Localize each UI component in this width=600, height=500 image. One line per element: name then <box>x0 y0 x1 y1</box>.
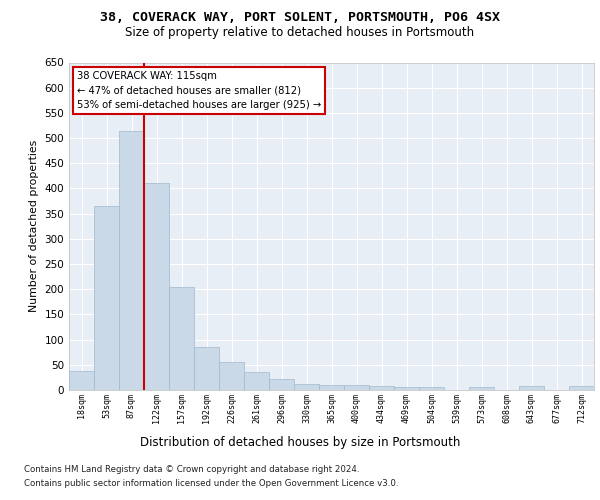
Bar <box>69 371 94 390</box>
Text: Size of property relative to detached houses in Portsmouth: Size of property relative to detached ho… <box>125 26 475 39</box>
Bar <box>319 385 344 390</box>
Bar <box>219 362 244 390</box>
Bar <box>519 386 544 390</box>
Text: 38 COVERACK WAY: 115sqm
← 47% of detached houses are smaller (812)
53% of semi-d: 38 COVERACK WAY: 115sqm ← 47% of detache… <box>77 70 321 110</box>
Text: Distribution of detached houses by size in Portsmouth: Distribution of detached houses by size … <box>140 436 460 449</box>
Bar <box>119 130 144 390</box>
Bar <box>94 206 119 390</box>
Bar <box>344 385 369 390</box>
Bar <box>144 184 169 390</box>
Bar <box>169 286 194 390</box>
Bar <box>269 379 294 390</box>
Y-axis label: Number of detached properties: Number of detached properties <box>29 140 39 312</box>
Text: Contains HM Land Registry data © Crown copyright and database right 2024.: Contains HM Land Registry data © Crown c… <box>24 465 359 474</box>
Text: 38, COVERACK WAY, PORT SOLENT, PORTSMOUTH, PO6 4SX: 38, COVERACK WAY, PORT SOLENT, PORTSMOUT… <box>100 11 500 24</box>
Bar <box>194 347 219 390</box>
Bar <box>394 388 419 390</box>
Text: Contains public sector information licensed under the Open Government Licence v3: Contains public sector information licen… <box>24 478 398 488</box>
Bar <box>369 386 394 390</box>
Bar <box>569 386 594 390</box>
Bar <box>294 384 319 390</box>
Bar <box>244 372 269 390</box>
Bar <box>469 388 494 390</box>
Bar <box>419 388 444 390</box>
